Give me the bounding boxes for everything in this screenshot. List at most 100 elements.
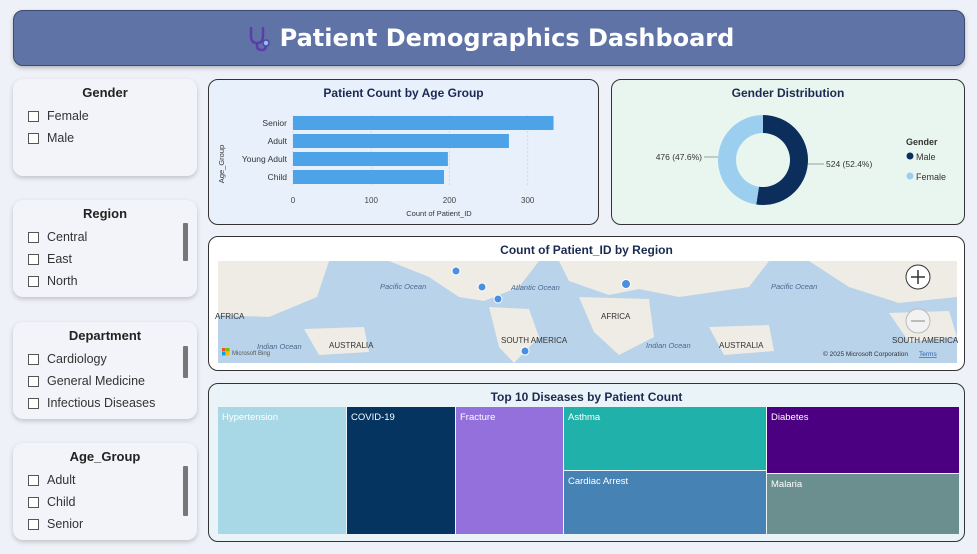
department-slicer: Department Cardiology General Medicine I…	[13, 322, 197, 419]
map-label: Indian Ocean	[646, 341, 691, 350]
female-slice-label: 476 (47.6%)	[656, 152, 702, 162]
gender-slicer: Gender Female Male	[13, 79, 197, 176]
map-point	[477, 282, 487, 292]
legend-marker-male	[906, 152, 914, 160]
bar-chart-canvas: Age_Group Count of Patient_ID 0 100 200 300…	[217, 115, 554, 218]
treemap-label: Fracture	[460, 412, 496, 423]
checkbox[interactable]	[28, 397, 39, 409]
age-group-bar-chart[interactable]: Patient Count by Age Group Age_Group Cou…	[208, 79, 599, 225]
treemap-tile-malaria[interactable]: Malaria	[767, 474, 959, 534]
checkbox[interactable]	[28, 375, 39, 387]
slicer-item-general-medicine[interactable]: General Medicine	[28, 370, 197, 392]
chart-title: Count of Patient_ID by Region	[500, 243, 673, 257]
checkbox[interactable]	[28, 353, 39, 365]
chart-title: Gender Distribution	[731, 86, 845, 100]
scrollbar[interactable]	[183, 223, 188, 261]
x-tick-label: 200	[443, 196, 457, 205]
slicer-item-central[interactable]: Central	[28, 226, 197, 248]
slicer-item-cardiology[interactable]: Cardiology	[28, 348, 197, 370]
bar-adult[interactable]	[293, 134, 509, 148]
checkbox[interactable]	[28, 474, 39, 486]
map-label: SOUTH AMERICA	[501, 336, 568, 345]
slicer-item-child[interactable]: Child	[28, 491, 197, 513]
checkbox[interactable]	[28, 132, 39, 144]
checkbox[interactable]	[28, 518, 39, 530]
donut-chart-canvas: 524 (52.4%) 476 (47.6%) Gender Male Fema…	[656, 115, 946, 205]
treemap-tile-cardiac-arrest[interactable]: Cardiac Arrest	[564, 471, 766, 534]
map-point	[451, 266, 461, 276]
map-label: AUSTRALIA	[329, 341, 374, 350]
treemap-label: Malaria	[771, 479, 803, 490]
checkbox[interactable]	[28, 110, 39, 122]
map-label: Atlantic Ocean	[510, 283, 560, 292]
treemap-tile-asthma[interactable]: Asthma	[564, 407, 766, 470]
bar-senior[interactable]	[293, 116, 554, 130]
slicer-item-female[interactable]: Female	[28, 105, 197, 127]
scrollbar[interactable]	[183, 346, 188, 378]
treemap-tile-fracture[interactable]: Fracture	[456, 407, 563, 534]
slicer-item-senior[interactable]: Senior	[28, 513, 197, 535]
treemap-tile-diabetes[interactable]: Diabetes	[767, 407, 959, 473]
y-tick-label: Young Adult	[242, 154, 288, 164]
map-label: AUSTRALIA	[719, 341, 764, 350]
map-label: Pacific Ocean	[771, 282, 817, 291]
treemap-label: Cardiac Arrest	[568, 476, 629, 487]
treemap-label: Diabetes	[771, 412, 809, 423]
slicer-item-male[interactable]: Male	[28, 127, 197, 149]
map-terms-link[interactable]: Terms	[919, 351, 937, 358]
map-label: SOUTH AMERICA	[892, 336, 959, 345]
slicer-item-adult[interactable]: Adult	[28, 469, 197, 491]
chart-title: Patient Count by Age Group	[323, 86, 484, 100]
slicer-item-north[interactable]: North	[28, 270, 197, 292]
gender-donut-chart[interactable]: Gender Distribution 524 (52.4%) 476 (47.…	[611, 79, 965, 225]
y-tick-label: Child	[268, 172, 288, 182]
microsoft-logo-icon	[222, 348, 230, 356]
checkbox[interactable]	[28, 253, 39, 265]
checkbox[interactable]	[28, 231, 39, 243]
slicer-title: Region	[82, 206, 128, 221]
legend-marker-female	[906, 172, 914, 180]
treemap-tile-covid-19[interactable]: COVID-19	[347, 407, 455, 534]
scrollbar[interactable]	[183, 466, 188, 516]
treemap-label: Asthma	[568, 412, 601, 423]
dashboard-header: Patient Demographics Dashboard	[13, 10, 965, 66]
page-title: Patient Demographics Dashboard	[279, 24, 735, 52]
slicer-item-infectious-diseases[interactable]: Infectious Diseases	[28, 392, 197, 414]
map-copyright: © 2025 Microsoft Corporation	[823, 350, 908, 358]
y-tick-label: Adult	[268, 136, 288, 146]
age-group-slicer: Age_Group Adult Child Senior	[13, 443, 197, 540]
slice-female[interactable]	[718, 115, 763, 205]
x-axis-label: Count of Patient_ID	[406, 209, 472, 218]
slicer-title: Department	[68, 328, 142, 343]
zoom-in-button[interactable]	[905, 264, 931, 290]
male-slice-label: 524 (52.4%)	[826, 159, 872, 169]
chart-title: Top 10 Diseases by Patient Count	[490, 390, 683, 404]
bar-young-adult[interactable]	[293, 152, 448, 166]
slice-male[interactable]	[756, 115, 808, 205]
map-canvas[interactable]: Pacific Ocean Atlantic Ocean Pacific Oce…	[209, 237, 966, 372]
bing-attribution: Microsoft Bing	[232, 351, 270, 357]
legend-item-male[interactable]: Male	[916, 152, 936, 162]
slicer-title: Gender	[82, 85, 128, 100]
legend-title: Gender	[906, 137, 938, 147]
region-slicer: Region Central East North	[13, 200, 197, 297]
y-tick-label: Senior	[262, 118, 287, 128]
map-label: AFRICA	[215, 312, 245, 321]
diseases-treemap[interactable]: Top 10 Diseases by Patient Count Hyperte…	[208, 383, 965, 542]
checkbox[interactable]	[28, 275, 39, 287]
treemap-tile-hypertension[interactable]: Hypertension	[218, 407, 346, 534]
treemap-label: COVID-19	[351, 412, 395, 423]
x-tick-label: 300	[521, 196, 535, 205]
checkbox[interactable]	[28, 496, 39, 508]
map-label: AFRICA	[601, 312, 631, 321]
map-label: Pacific Ocean	[380, 282, 426, 291]
bar-child[interactable]	[293, 170, 444, 184]
zoom-out-button[interactable]	[905, 308, 931, 334]
region-map[interactable]: Count of Patient_ID by Region Pacific Oc…	[208, 236, 965, 371]
map-label: Indian Ocean	[257, 342, 302, 351]
slicer-item-east[interactable]: East	[28, 248, 197, 270]
map-point	[621, 279, 631, 289]
treemap-label: Hypertension	[222, 412, 278, 423]
treemap-canvas: Hypertension COVID-19 Fracture Asthma Cardia…	[218, 407, 959, 534]
legend-item-female[interactable]: Female	[916, 172, 946, 182]
